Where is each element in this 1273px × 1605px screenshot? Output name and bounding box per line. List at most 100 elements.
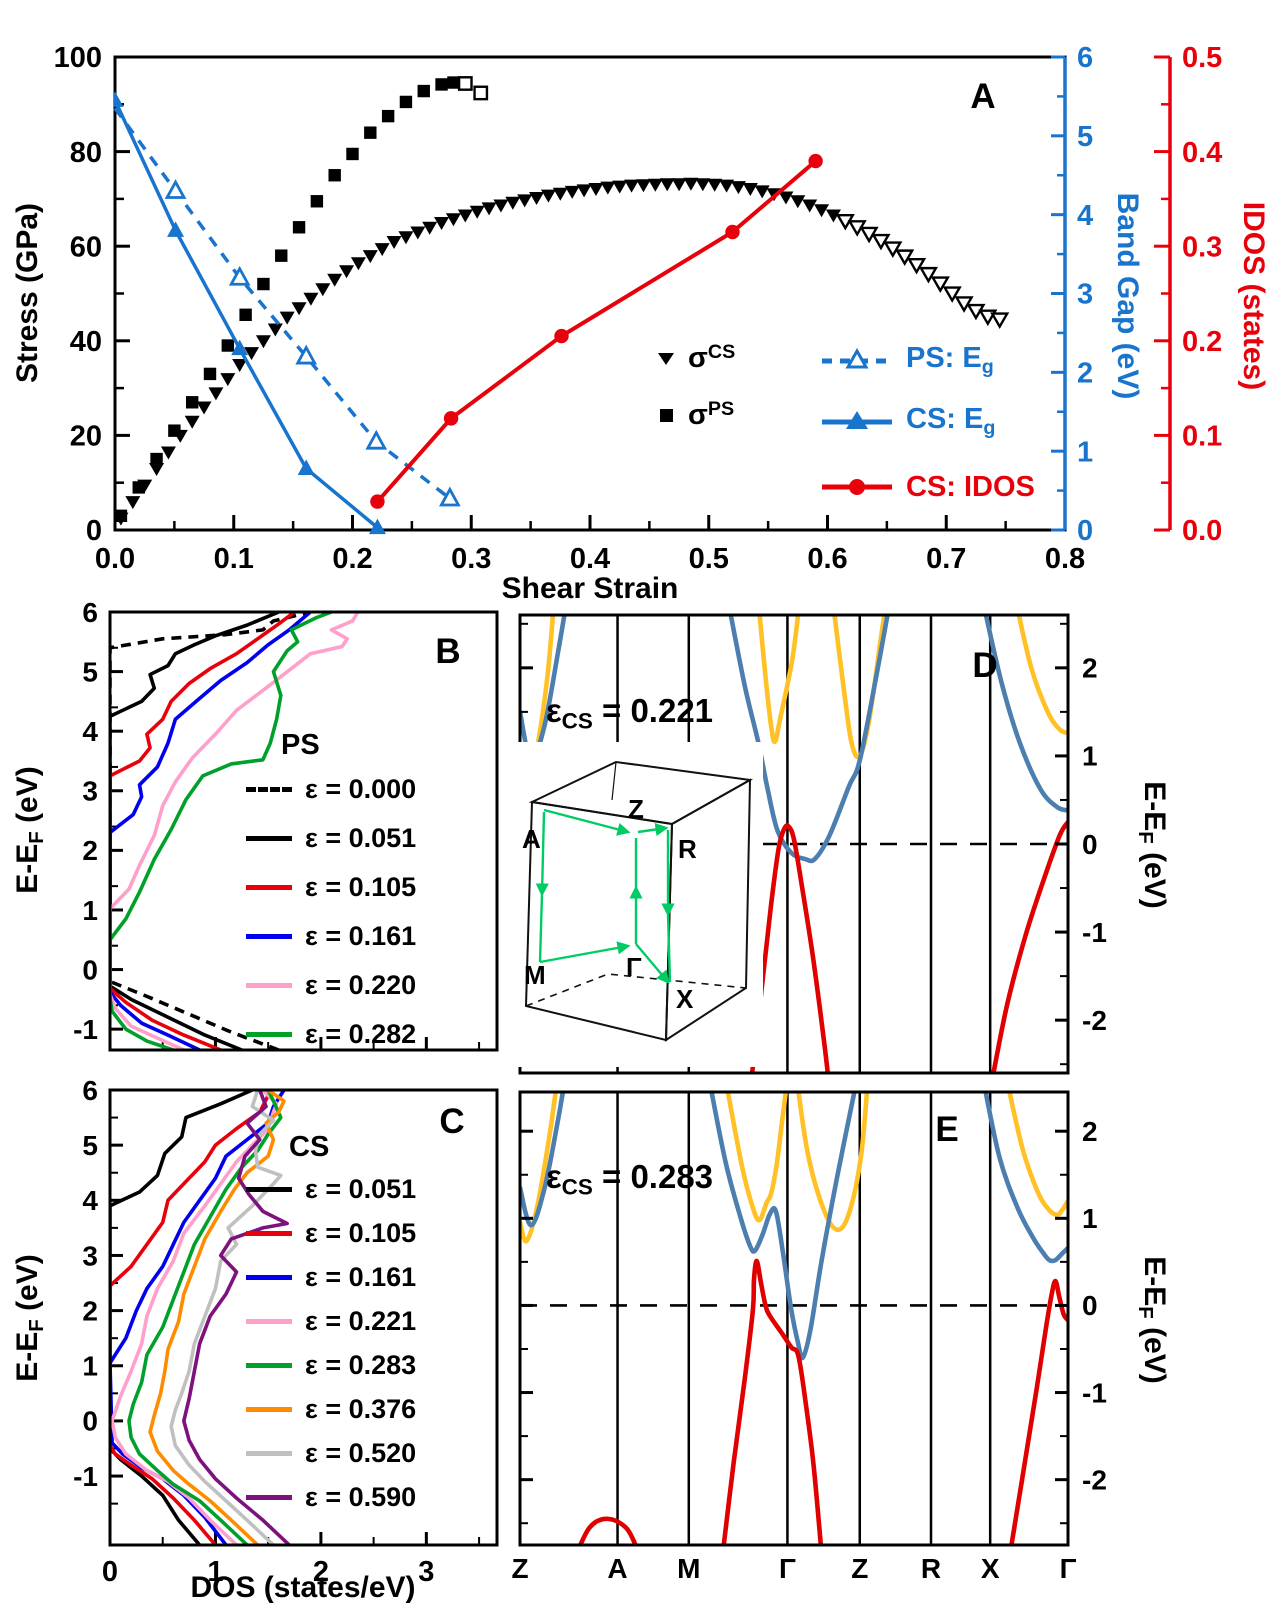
legend-c-entry-6: ε = 0.520 xyxy=(246,1438,416,1469)
square-marker xyxy=(435,78,448,91)
triangle-down-marker xyxy=(160,446,176,460)
square-marker xyxy=(132,481,145,494)
k-point-label: A xyxy=(607,1553,627,1584)
dashed-line-open-triangle-icon xyxy=(822,348,892,369)
triangle-down-marker xyxy=(635,179,651,193)
square-marker xyxy=(328,169,341,182)
x-tick-label: 0.0 xyxy=(95,543,135,575)
k-point-label: Γ xyxy=(779,1553,796,1584)
series-CS-Eg xyxy=(114,91,386,535)
legend-line-sample-icon xyxy=(246,836,292,841)
k-point-label: Z xyxy=(511,1553,528,1584)
triangle-down-marker xyxy=(279,311,295,325)
square-open-marker xyxy=(457,76,473,91)
energy-tick-label: 1 xyxy=(1082,741,1098,772)
square-marker xyxy=(292,221,306,234)
triangle-down-marker xyxy=(600,181,616,195)
x-axis-title-shear-strain: Shear Strain xyxy=(501,572,679,605)
square-marker xyxy=(239,308,252,321)
triangle-down-marker xyxy=(754,185,770,199)
triangle-down-open-marker xyxy=(906,257,927,275)
y-tick-label: 6 xyxy=(82,1075,98,1106)
y-tick-label: 3 xyxy=(82,1240,98,1271)
bz-kpath xyxy=(535,808,675,985)
panel-a-series xyxy=(114,76,1010,535)
dos-curve-0.376 xyxy=(148,1091,286,1544)
band-gap-tick-label: 0 xyxy=(1077,515,1093,547)
k-point-label: R xyxy=(921,1553,941,1584)
legend-line-sample-icon xyxy=(246,983,292,988)
triangle-down-marker xyxy=(125,496,141,510)
solid-line-filled-triangle-icon xyxy=(822,411,892,430)
legend-entry-label: ε = 0.221 xyxy=(305,1306,417,1336)
y-tick-label: 0 xyxy=(82,1406,98,1437)
legend-entry-cs-idos: CS: IDOS xyxy=(820,471,1035,504)
circle-marker xyxy=(370,494,385,509)
energy-tick-label: 1 xyxy=(1082,1203,1098,1234)
y-tick-label: 20 xyxy=(70,421,102,453)
square-marker xyxy=(203,367,217,381)
legend-a-lines: PS: Eg CS: Eg CS: IDOS xyxy=(820,342,1035,504)
legend-entry-label: ε = 0.000 xyxy=(305,774,417,804)
legend-c-entry-3: ε = 0.221 xyxy=(246,1306,416,1337)
x-tick-label: 0.8 xyxy=(1045,543,1085,575)
triangle-down-marker xyxy=(303,292,319,306)
legend-entry-label: ε = 0.220 xyxy=(305,970,417,1000)
series-sigma-PS-filled xyxy=(114,76,460,523)
triangle-down-open-marker xyxy=(942,286,962,303)
triangle-up-open-marker xyxy=(295,344,318,365)
bz-label-r: R xyxy=(678,834,697,864)
triangle-down-marker xyxy=(647,178,663,192)
y-tick-label: 40 xyxy=(70,326,102,358)
dos-curves xyxy=(111,613,360,1049)
triangle-down-marker xyxy=(232,358,248,372)
legend-line-sample-icon xyxy=(246,1363,292,1368)
band-conduction-blue-right xyxy=(983,616,1067,813)
y-axis-title-c: E-EF (eV) xyxy=(10,1254,49,1382)
legend-b-entry-0: ε = 0.000 xyxy=(246,774,416,805)
band-valence-red-G xyxy=(750,823,830,1072)
legend-entry-label: ε = 0.105 xyxy=(305,1218,417,1248)
y-axis-title-idos: IDOS (states) xyxy=(1237,201,1270,391)
legend-b-entry-5: ε = 0.282 xyxy=(246,1019,416,1050)
band-conduction-yellow-G xyxy=(757,616,801,745)
triangle-up-open-marker xyxy=(228,265,251,286)
legend-entry-cs-eg: CS: Eg xyxy=(820,403,1035,440)
dos-curve-0.282 xyxy=(111,613,333,1049)
idos-tick-label: 0.4 xyxy=(1182,137,1222,169)
triangle-down-open-marker xyxy=(990,312,1010,329)
legend-c-entry-5: ε = 0.376 xyxy=(246,1394,416,1425)
idos-tick-label: 0.3 xyxy=(1182,231,1222,263)
band-valence-red-right xyxy=(991,820,1067,1072)
y-tick-label: 5 xyxy=(82,656,98,687)
triangle-down-marker xyxy=(576,184,592,198)
band-conduction-blue-mid xyxy=(709,1093,857,1361)
x-tick-label: 0.4 xyxy=(570,543,610,575)
legend-a-sigma: σCS σPS xyxy=(656,341,735,432)
triangle-down-marker xyxy=(659,178,675,192)
energy-tick-label: -2 xyxy=(1082,1464,1107,1495)
panel-letter-a: A xyxy=(970,77,996,116)
legend-entry-label: ε = 0.051 xyxy=(305,823,417,853)
legend-entry-label: ε = 0.282 xyxy=(305,1019,417,1049)
dos-curve-0.220 xyxy=(111,613,360,1049)
band-valence-red-G xyxy=(721,1258,823,1544)
band-valence-red-arc-A xyxy=(578,1516,638,1544)
band-conduction-yellow-right xyxy=(1007,1093,1067,1218)
legend-label-ps-eg: PS: Eg xyxy=(906,342,994,378)
idos-tick-label: 0.2 xyxy=(1182,326,1222,358)
y-tick-label: 1 xyxy=(82,1351,98,1382)
legend-b-entry-1: ε = 0.051 xyxy=(246,823,416,854)
triangle-down-marker xyxy=(315,283,331,297)
legend-line-sample-icon xyxy=(246,1231,292,1236)
y-tick-label: 80 xyxy=(70,137,102,169)
red-line-circle-icon xyxy=(822,479,892,496)
legend-entry-label: ε = 0.161 xyxy=(305,1262,417,1292)
legend-line-sample-icon xyxy=(246,885,292,890)
legend-b: ε = 0.000 ε = 0.051 ε = 0.105 ε = 0.161 ε = … xyxy=(246,774,416,1068)
x-tick-label: 1 xyxy=(207,1556,223,1588)
triangle-down-marker xyxy=(481,202,497,216)
legend-c-entry-0: ε = 0.051 xyxy=(246,1174,416,1205)
triangle-down-marker xyxy=(778,191,794,205)
square-marker xyxy=(417,84,430,98)
